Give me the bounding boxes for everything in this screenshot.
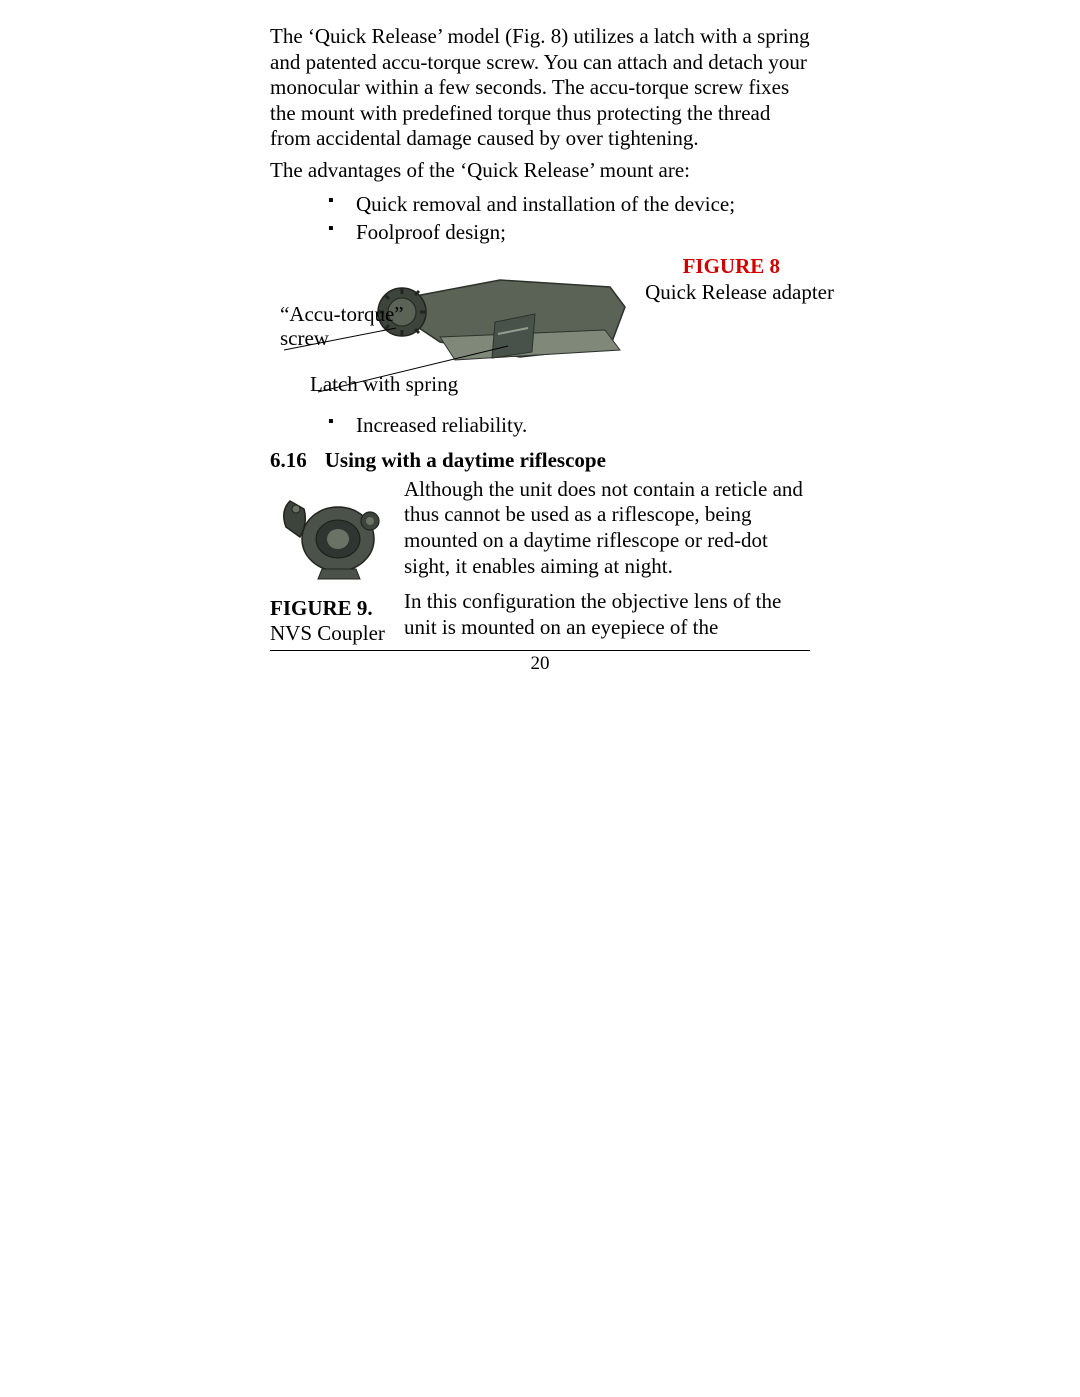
figure-8-caption: Quick Release adapter xyxy=(645,280,834,305)
paragraph-riflescope-1: Although the unit does not contain a ret… xyxy=(404,477,810,579)
paragraph-advantages-intro: The advantages of the ‘Quick Release’ mo… xyxy=(270,158,810,184)
list-item: Quick removal and installation of the de… xyxy=(328,190,810,218)
figure-9-illustration xyxy=(270,477,390,587)
section-6-16-text: Although the unit does not contain a ret… xyxy=(404,477,810,651)
figure-8-block: FIGURE 8 Quick Release adapter “Accu-tor… xyxy=(270,252,810,407)
list-item: Foolproof design; xyxy=(328,218,810,246)
advantages-list-top: Quick removal and installation of the de… xyxy=(270,190,810,247)
figure-9-caption: NVS Coupler xyxy=(270,621,390,646)
page-footer-rule xyxy=(270,650,810,651)
advantages-list-mid: Increased reliability. xyxy=(270,411,810,439)
figure-9-label: FIGURE 9. xyxy=(270,596,390,621)
list-item: Increased reliability. xyxy=(328,411,810,439)
manual-page: The ‘Quick Release’ model (Fig. 8) utili… xyxy=(0,0,1080,1397)
callout-accu-torque: “Accu-torque” screw xyxy=(280,302,410,350)
paragraph-quick-release-desc: The ‘Quick Release’ model (Fig. 8) utili… xyxy=(270,24,810,152)
callout-latch-spring: Latch with spring xyxy=(310,372,458,397)
section-title: Using with a daytime riflescope xyxy=(325,448,606,473)
section-6-16-body: FIGURE 9. NVS Coupler Although the unit … xyxy=(270,477,810,651)
figure-8-label: FIGURE 8 xyxy=(683,254,780,279)
paragraph-riflescope-2: In this configuration the objective lens… xyxy=(404,589,810,640)
figure-9-block: FIGURE 9. NVS Coupler xyxy=(270,477,390,651)
section-number: 6.16 xyxy=(270,448,307,473)
page-number: 20 xyxy=(270,653,810,675)
section-heading-6-16: 6.16 Using with a daytime riflescope xyxy=(270,448,810,473)
